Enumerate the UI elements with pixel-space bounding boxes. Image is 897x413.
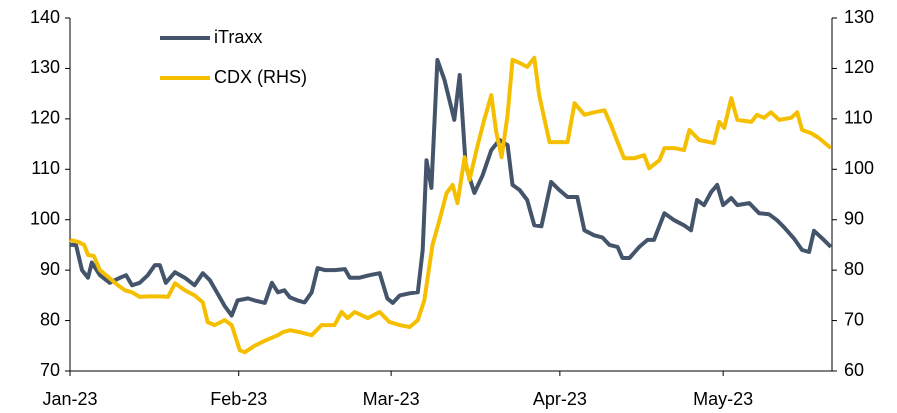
- series-line: [70, 57, 833, 318]
- y-tick-label: 80: [40, 309, 60, 329]
- x-tick-label: May-23: [693, 389, 753, 409]
- x-tick-label: Jan-23: [42, 389, 97, 409]
- y-tick-label: 90: [40, 259, 60, 279]
- y2-tick-label: 120: [844, 57, 874, 77]
- y2-tick-label: 70: [844, 309, 864, 329]
- y2-tick-label: 130: [844, 7, 874, 27]
- y-tick-label: 110: [31, 158, 60, 178]
- series-line: [69, 55, 833, 355]
- y-tick-label: 100: [30, 208, 60, 228]
- x-tick-label: Mar-23: [363, 389, 420, 409]
- y2-tick-label: 60: [844, 360, 864, 380]
- legend-label: iTraxx: [214, 27, 262, 47]
- y-tick-label: 130: [30, 57, 60, 77]
- y2-tick-label: 80: [844, 259, 864, 279]
- y-tick-label: 70: [40, 360, 60, 380]
- y-tick-label: 140: [30, 7, 60, 27]
- legend-label: CDX (RHS): [214, 67, 307, 87]
- y-tick-label: 120: [30, 108, 60, 128]
- y2-tick-label: 110: [844, 108, 873, 128]
- y2-tick-label: 100: [844, 158, 874, 178]
- x-tick-label: Apr-23: [533, 389, 587, 409]
- y2-tick-label: 90: [844, 208, 864, 228]
- x-tick-label: Feb-23: [210, 389, 267, 409]
